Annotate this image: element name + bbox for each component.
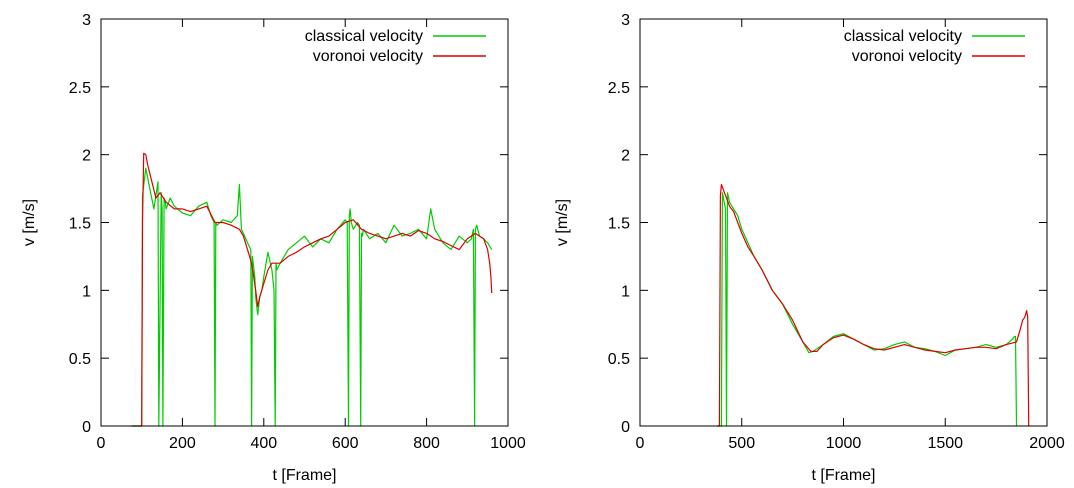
y-tick-label: 1 [82,283,91,300]
x-tick-label: 1000 [826,435,862,452]
x-tick-label: 0 [97,435,106,452]
series-line-classical [717,192,1018,427]
y-tick-label: 0 [82,419,91,436]
y-tick-label: 0.5 [69,351,91,368]
y-tick-label: 2.5 [69,80,91,97]
x-tick-label: 0 [636,435,645,452]
y-tick-label: 2 [621,148,630,165]
legend-label: voronoi velocity [313,48,423,65]
x-tick-label: 400 [250,435,277,452]
y-tick-label: 2 [82,148,91,165]
legend-label: classical velocity [305,28,423,45]
legend: classical velocity voronoi velocity [305,28,486,65]
y-tick-label: 0 [621,419,630,436]
series-line-voronoi [131,152,493,427]
chart-left: 0 200 400 600 800 1000 0 0.5 1 1.5 2 2.5 3 t [Frame] v… [21,12,526,484]
y-axis-label: v [m/s] [554,199,571,246]
plot-frame [639,18,1048,427]
y-axis-label: v [m/s] [21,199,38,246]
x-tick-label: 1000 [490,435,526,452]
x-tick-label: 200 [169,435,196,452]
x-axis-label: t [Frame] [811,467,875,484]
legend-label: voronoi velocity [852,48,962,65]
y-tick-label: 1.5 [69,216,91,233]
y-tick-label: 3 [82,12,91,29]
y-tick-label: 1 [621,283,630,300]
x-axis-label: t [Frame] [272,467,336,484]
x-tick-label: 500 [728,435,755,452]
chart-right: 0 500 1000 1500 2000 0 0.5 1 1.5 2 2.5 3 t [Frame] v … [554,12,1065,484]
x-tick-label: 600 [332,435,359,452]
series-line-voronoi [717,183,1030,427]
series-line-classical [131,167,493,427]
y-tick-label: 3 [621,12,630,29]
legend: classical velocity voronoi velocity [844,28,1025,65]
x-tick-label: 1500 [927,435,963,452]
x-tick-label: 800 [413,435,440,452]
x-tick-label: 2000 [1029,435,1065,452]
y-tick-label: 2.5 [608,80,630,97]
y-tick-label: 1.5 [608,216,630,233]
legend-label: classical velocity [844,28,962,45]
y-tick-label: 0.5 [608,351,630,368]
